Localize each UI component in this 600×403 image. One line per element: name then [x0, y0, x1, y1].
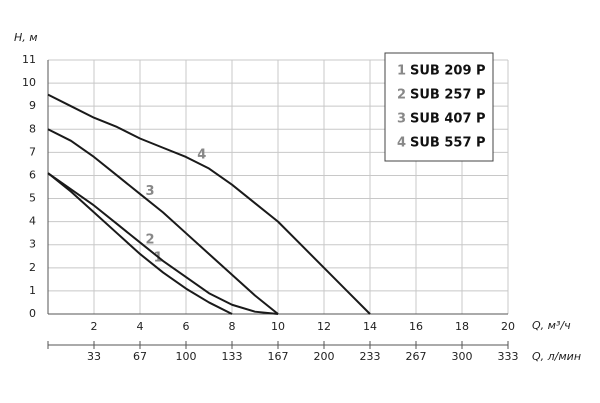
y-tick-label: 9: [29, 99, 36, 112]
x2-tick-label: 200: [314, 350, 335, 363]
x-tick-label: 20: [501, 320, 515, 333]
x-tick-label: 8: [229, 320, 236, 333]
x-tick-label: 6: [183, 320, 190, 333]
legend-label: SUB 557 P: [410, 136, 486, 151]
x-axis-title: Q, м³/ч: [532, 319, 571, 332]
x2-tick-label: 333: [498, 350, 519, 363]
curve: [47, 172, 279, 315]
legend-box: [384, 52, 494, 162]
x2-tick-label: 67: [133, 350, 147, 363]
curve-label: 2: [146, 232, 155, 247]
x2-tick-label: 167: [268, 350, 289, 363]
x-tick-label: 4: [137, 320, 144, 333]
curve-label: 3: [146, 184, 155, 199]
legend-number: 2: [397, 88, 406, 103]
x-tick-label: 16: [409, 320, 423, 333]
curve: [47, 128, 279, 315]
x2-tick-label: 33: [87, 350, 101, 363]
y-tick-label: 3: [29, 238, 36, 251]
x-tick-label: 2: [91, 320, 98, 333]
y-tick-label: 2: [29, 261, 36, 274]
curve-label: 4: [197, 147, 206, 162]
x-tick-label: 14: [363, 320, 377, 333]
y-tick-label: 6: [29, 168, 36, 181]
legend-label: SUB 209 P: [410, 64, 486, 79]
legend-number: 1: [397, 64, 406, 79]
x-tick-label: 12: [317, 320, 331, 333]
legend-label: SUB 407 P: [410, 112, 486, 127]
y-tick-label: 10: [22, 76, 36, 89]
y-tick-label: 5: [29, 192, 36, 205]
y-tick-label: 1: [29, 284, 36, 297]
y-tick-label: 7: [29, 145, 36, 158]
x-tick-label: 10: [271, 320, 285, 333]
legend: 1 SUB 209 P 2 SUB 257 P 3 SUB 407 P 4 SUB 557 P: [384, 52, 494, 162]
x2-tick-label: 267: [406, 350, 427, 363]
y-tick-label: 11: [22, 53, 36, 66]
curve: [47, 172, 233, 315]
legend-number: 3: [397, 112, 406, 127]
y-tick-label: 0: [29, 307, 36, 320]
x2-tick-label: 300: [452, 350, 473, 363]
x2-axis-title: Q, л/мин: [532, 350, 581, 363]
x2-tick-label: 233: [360, 350, 381, 363]
y-axis-title: H, м: [14, 31, 38, 44]
x-tick-label: 18: [455, 320, 469, 333]
legend-number: 4: [397, 136, 406, 151]
legend-label: SUB 257 P: [410, 88, 486, 103]
y-tick-label: 8: [29, 122, 36, 135]
x2-tick-label: 100: [176, 350, 197, 363]
x2-tick-label: 133: [222, 350, 243, 363]
curve: [47, 93, 371, 315]
y-tick-label: 4: [29, 215, 36, 228]
